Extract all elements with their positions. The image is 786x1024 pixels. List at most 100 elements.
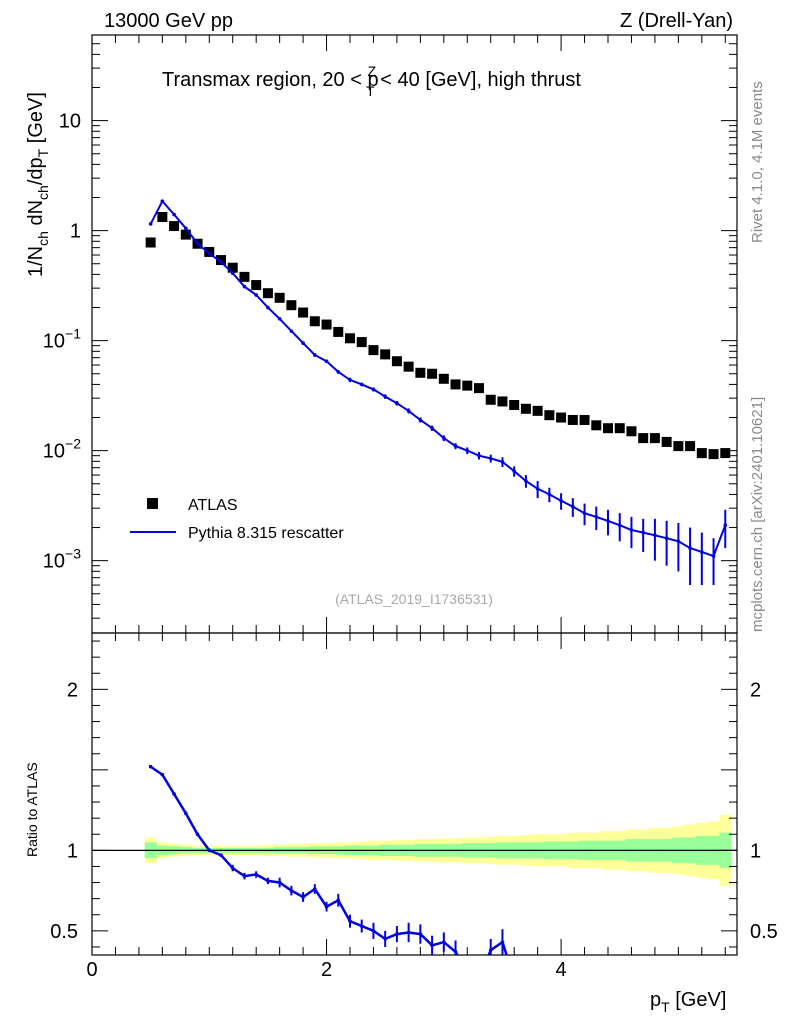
mc-main-point [195,241,200,246]
legend-atlas-label: ATLAS [188,497,238,514]
atlas-point [520,403,531,414]
mc-main-point [688,546,692,550]
atlas-point [286,300,297,311]
atlas-point [474,383,484,394]
atlas-point [450,379,461,390]
mc-main-point [606,519,610,523]
atlas-point [638,433,649,444]
atlas-point [649,433,660,444]
atlas-point [696,448,707,459]
mc-main-point [418,418,423,422]
mc-ratio-point [359,924,364,928]
atlas-point [356,337,367,348]
mc-main-point [148,222,153,226]
mc-ratio-point [383,937,387,941]
atlas-point [485,394,496,405]
mc-main-point [500,460,505,464]
mc-ratio-point [160,772,165,777]
x-tick-label: 4 [556,959,567,981]
atlas-point [227,262,238,273]
atlas-point [415,367,426,378]
main-panel-frame [91,34,738,634]
mc-main-point [371,387,376,392]
mc-ratio-point [406,930,411,935]
mc-main-point [219,260,223,264]
atlas-point [509,399,520,410]
mc-main-point [207,251,212,256]
mc-main-point [266,305,270,310]
atlas-point [239,271,250,282]
mc-main-point [535,486,540,491]
atlas-point [403,361,414,372]
atlas-point [708,449,719,460]
mc-main-point [676,539,681,544]
mc-ratio-point [324,904,329,909]
mc-main-point [488,456,493,461]
atlas-point [169,221,180,232]
mc-main-point [359,382,364,387]
atlas-point [579,414,590,425]
atlas-point [673,441,684,452]
mcplots-label: mcplots.cern.ch [arXiv:2401.10621] [749,397,766,632]
mc-main-point [582,511,587,516]
mc-ratio-point [418,932,423,936]
mc-main-point [547,492,552,497]
mc-main-point [348,378,352,382]
mc-main-point [629,528,634,532]
mc-main-point [571,504,575,509]
tick-labels: 10 1 10−1 10−2 10−3 0.5 0.5 1 1 2 2 0 2 4 [43,111,778,981]
mc-main-point [664,536,669,541]
y-tick-label-ratio: 0.5 [50,921,78,943]
mc-main-point [324,359,329,364]
atlas-point [556,412,567,423]
y-tick-label-main: 10−3 [43,546,81,573]
mc-main-point [301,341,305,345]
mc-main-point [512,469,516,474]
mc-main-point [465,448,470,453]
atlas-point [532,405,543,416]
mc-ratio-series [148,764,508,973]
legend-atlas-marker [147,498,158,509]
atlas-point [497,396,508,407]
mc-main-point [160,199,165,204]
mc-ratio-point [148,764,153,769]
atlas-point [462,380,473,391]
header-energy: 13000 GeV pp [104,10,233,32]
mc-ratio-point [465,969,469,973]
mc-ratio-point [230,866,235,870]
mc-ratio-point [430,943,434,948]
analysis-reference: (ATLAS_2019_I1736531) [335,591,493,607]
mc-main-point [617,523,622,528]
atlas-point [298,307,309,318]
mc-main-point [230,271,235,276]
atlas-point [345,333,355,344]
legend: ATLAS Pythia 8.315 rescatter [130,497,344,542]
atlas-point [603,423,613,434]
y-tick-label-main: 10 [59,111,81,133]
y-tick-label-main: 1 [70,221,81,243]
mc-ratio-point [266,879,270,883]
mc-main-point [383,394,387,399]
mc-ratio-point [219,853,223,857]
atlas-point [309,316,320,327]
ratio-panel-frame [91,632,738,956]
atlas-point [145,237,156,248]
main-ylabel: 1/Nch dNch/dpT [GeV] [25,92,51,277]
mc-ratio-point [313,887,317,891]
atlas-point [438,373,449,384]
atlas-point [391,356,402,367]
x-axis-title: pT [GeV] [650,989,726,1015]
atlas-point [661,436,672,447]
mc-main-point [524,479,528,483]
y-tick-label-ratio-right: 2 [750,679,761,701]
mc-main-point [277,316,282,321]
atlas-point [380,349,391,360]
mc-ratio-line [149,765,508,955]
atlas-point [591,420,602,431]
mc-main-point [711,554,716,558]
atlas-point [720,448,731,459]
atlas-point [262,288,273,299]
mc-ratio-point [195,832,200,837]
mc-main-point [172,212,176,217]
mc-ratio-point [301,895,305,899]
